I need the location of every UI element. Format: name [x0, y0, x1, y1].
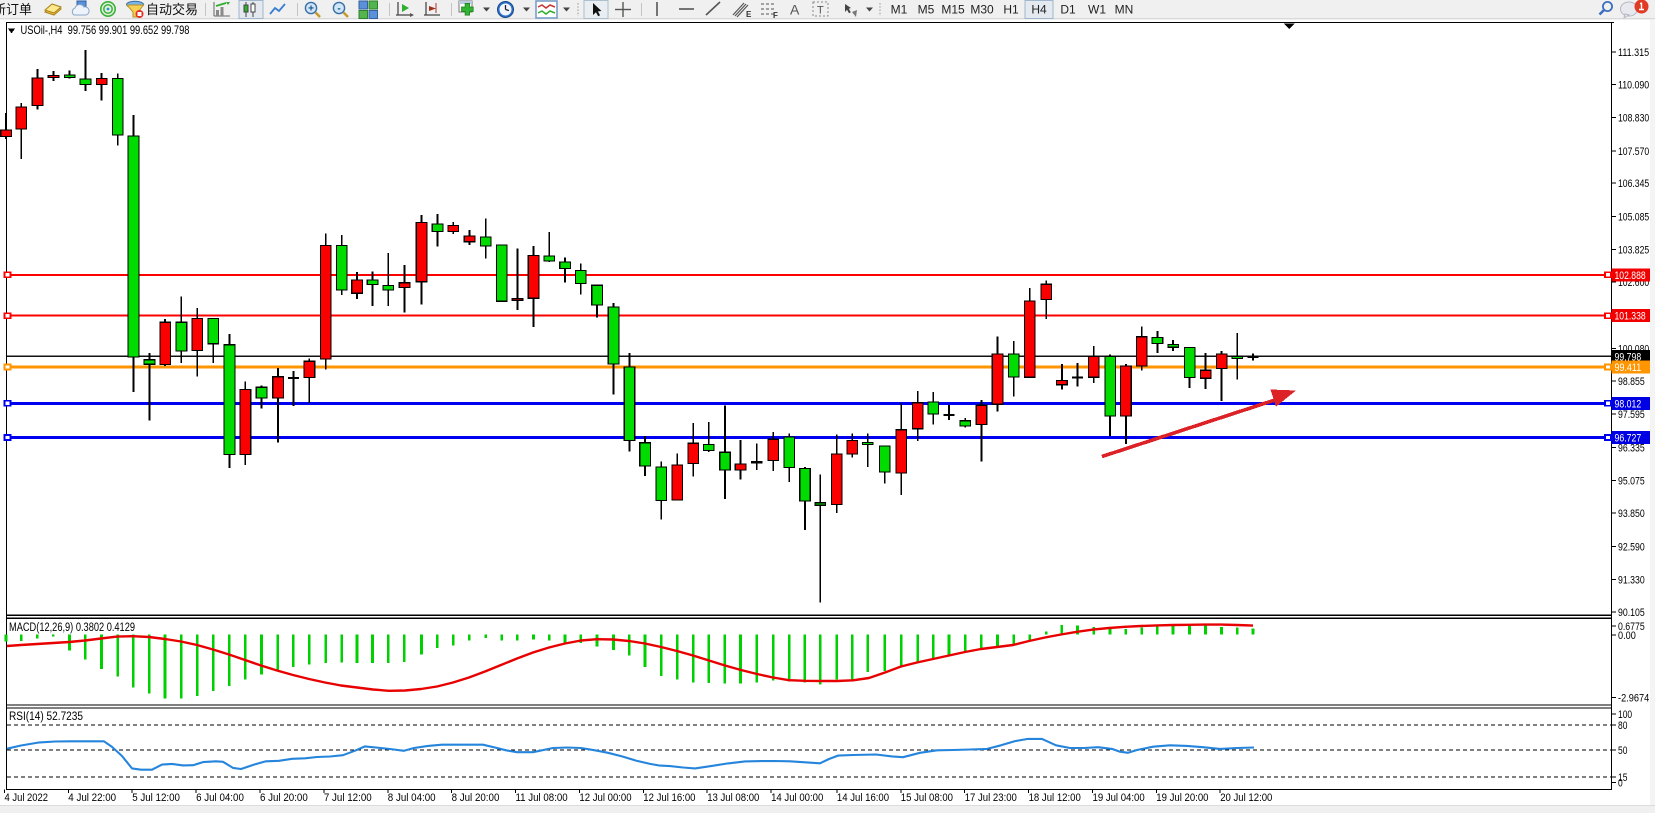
svg-text:M30: M30: [970, 3, 994, 17]
svg-text:99.798: 99.798: [1615, 351, 1642, 363]
svg-text:19 Jul 20:00: 19 Jul 20:00: [1156, 792, 1208, 804]
svg-text:E: E: [746, 10, 752, 19]
svg-text:18 Jul 12:00: 18 Jul 12:00: [1029, 792, 1081, 804]
svg-text:50: 50: [1618, 745, 1627, 757]
svg-text:111.315: 111.315: [1618, 47, 1649, 59]
svg-text:106.345: 106.345: [1618, 178, 1649, 190]
svg-text:USOil-,H4 99.756 99.901 99.65: USOil-,H4 99.756 99.901 99.652 99.798: [21, 23, 190, 37]
svg-text:-2.9674: -2.9674: [1618, 692, 1649, 704]
svg-text:17 Jul 23:00: 17 Jul 23:00: [965, 792, 1017, 804]
svg-text:107.570: 107.570: [1618, 146, 1649, 158]
svg-text:F: F: [773, 11, 778, 20]
svg-text:14 Jul 00:00: 14 Jul 00:00: [771, 792, 823, 804]
svg-text:92.590: 92.590: [1618, 541, 1645, 553]
svg-text:H1: H1: [1003, 3, 1019, 17]
svg-text:0.00: 0.00: [1618, 630, 1636, 642]
svg-text:14 Jul 16:00: 14 Jul 16:00: [837, 792, 889, 804]
svg-text:12 Jul 00:00: 12 Jul 00:00: [579, 792, 631, 804]
svg-text:101.338: 101.338: [1615, 311, 1646, 323]
svg-text:RSI(14) 52.7235: RSI(14) 52.7235: [9, 711, 83, 723]
svg-text:15: 15: [1618, 772, 1627, 784]
svg-text:19 Jul 04:00: 19 Jul 04:00: [1093, 792, 1145, 804]
svg-text:MN: MN: [1115, 3, 1134, 17]
svg-text:H4: H4: [1031, 3, 1047, 17]
svg-text:6 Jul 20:00: 6 Jul 20:00: [260, 792, 308, 804]
svg-text:W1: W1: [1088, 3, 1106, 17]
svg-text:T: T: [817, 5, 824, 17]
svg-text:12 Jul 16:00: 12 Jul 16:00: [643, 792, 695, 804]
svg-text:95.075: 95.075: [1618, 476, 1645, 488]
svg-text:8 Jul 20:00: 8 Jul 20:00: [452, 792, 500, 804]
svg-text:13 Jul 08:00: 13 Jul 08:00: [707, 792, 759, 804]
svg-text:98.012: 98.012: [1615, 398, 1642, 410]
svg-text:96.727: 96.727: [1615, 433, 1642, 445]
svg-text:97.595: 97.595: [1618, 409, 1645, 421]
svg-text:+: +: [308, 4, 314, 15]
svg-text:-: -: [337, 4, 340, 15]
svg-text:新订单: 新订单: [0, 2, 32, 17]
svg-text:99.411: 99.411: [1615, 362, 1642, 374]
svg-text:M5: M5: [918, 3, 935, 17]
svg-text:102.888: 102.888: [1615, 270, 1646, 282]
svg-text:MACD(12,26,9) 0.3802 0.4129: MACD(12,26,9) 0.3802 0.4129: [9, 622, 135, 634]
svg-text:0.6775: 0.6775: [1618, 621, 1645, 633]
svg-text:98.855: 98.855: [1618, 376, 1645, 388]
svg-text:100: 100: [1618, 709, 1632, 721]
svg-text:自动交易: 自动交易: [146, 2, 198, 17]
svg-text:80: 80: [1618, 720, 1627, 732]
svg-text:M1: M1: [891, 3, 908, 17]
svg-text:105.085: 105.085: [1618, 211, 1649, 223]
svg-text:11 Jul 08:00: 11 Jul 08:00: [516, 792, 568, 804]
svg-text:96.335: 96.335: [1618, 442, 1645, 454]
svg-text:90.105: 90.105: [1618, 607, 1645, 619]
svg-text:5 Jul 12:00: 5 Jul 12:00: [132, 792, 180, 804]
svg-text:4 Jul 2022: 4 Jul 2022: [5, 792, 49, 804]
svg-text:103.825: 103.825: [1618, 245, 1649, 257]
svg-text:20 Jul 12:00: 20 Jul 12:00: [1220, 792, 1272, 804]
svg-text:7 Jul 12:00: 7 Jul 12:00: [324, 792, 372, 804]
svg-text:15 Jul 08:00: 15 Jul 08:00: [901, 792, 953, 804]
svg-text:D1: D1: [1060, 3, 1076, 17]
svg-text:M15: M15: [941, 3, 965, 17]
svg-text:A: A: [790, 2, 800, 18]
svg-text:93.850: 93.850: [1618, 508, 1645, 520]
svg-text:6 Jul 04:00: 6 Jul 04:00: [196, 792, 244, 804]
svg-text:108.830: 108.830: [1618, 113, 1649, 125]
svg-text:8 Jul 04:00: 8 Jul 04:00: [388, 792, 436, 804]
svg-text:0: 0: [1618, 778, 1623, 790]
svg-text:110.090: 110.090: [1618, 79, 1649, 91]
svg-text:4 Jul 22:00: 4 Jul 22:00: [68, 792, 116, 804]
svg-text:91.330: 91.330: [1618, 575, 1645, 587]
